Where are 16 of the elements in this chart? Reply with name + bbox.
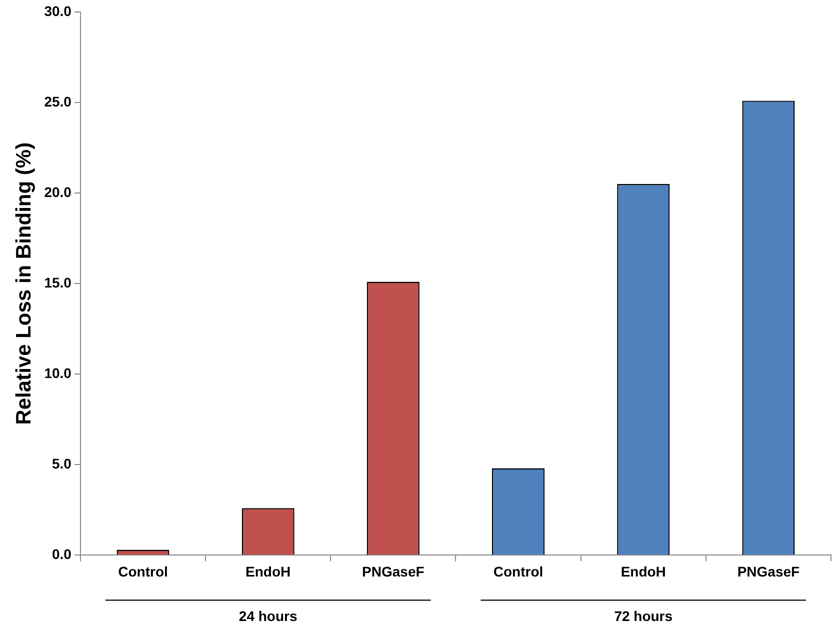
- y-tick-label: 20.0: [44, 184, 72, 200]
- x-tick-label: PNGaseF: [362, 563, 425, 580]
- x-tick-label: EndoH: [620, 563, 666, 580]
- text: 24 hours: [238, 608, 298, 624]
- y-tick-label: 25.0: [44, 93, 72, 110]
- text: 72 hours: [614, 608, 673, 624]
- y-tick-label: 0.0: [52, 546, 72, 562]
- y-tick-label: 15.0: [44, 274, 72, 290]
- y-tick-label: 30.0: [44, 2, 72, 19]
- x-tick-label: PNGaseF: [737, 563, 800, 580]
- x-tick-label: Control: [118, 563, 168, 580]
- y-tick-label: 10.0: [44, 364, 72, 381]
- y-tick-label: 5.0: [52, 456, 72, 472]
- x-tick-label: Control: [493, 563, 544, 580]
- y-axis-title: Relative Loss in Binding (%): [12, 142, 36, 425]
- x-tick-label: EndoH: [246, 563, 291, 580]
